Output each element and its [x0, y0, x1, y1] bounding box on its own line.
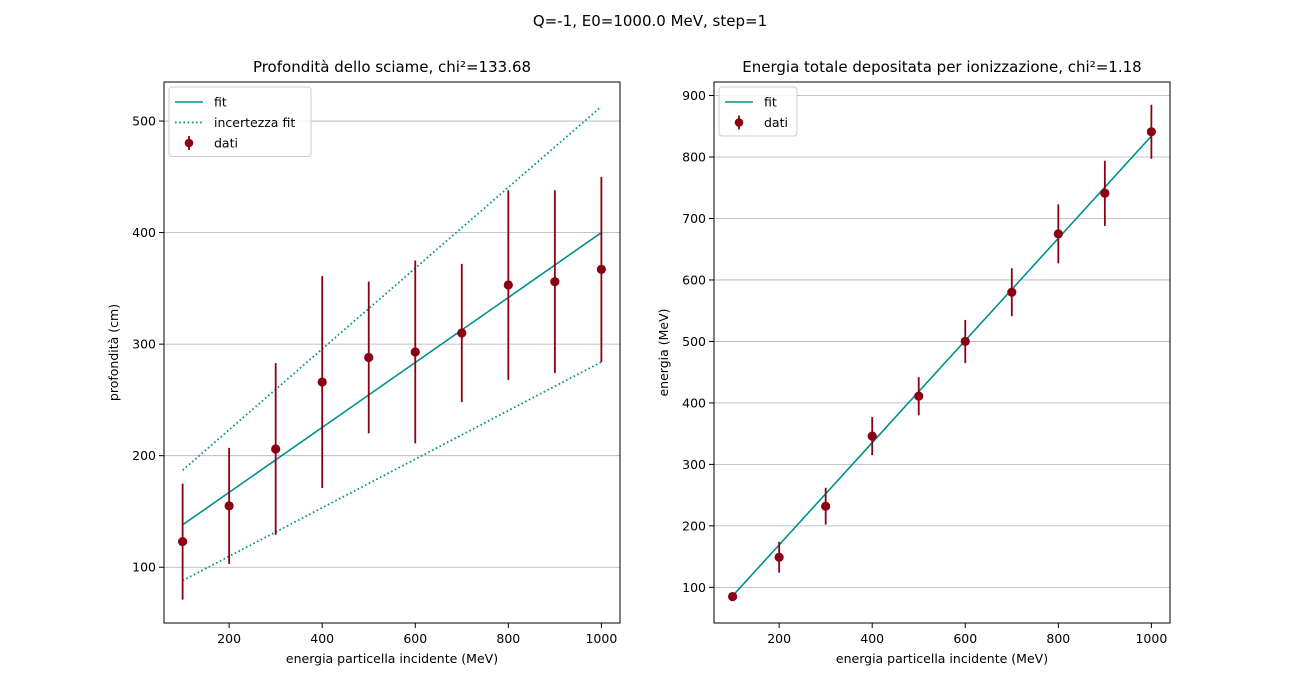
data-point	[1007, 287, 1017, 297]
fit-line	[182, 231, 602, 526]
y-tick-label: 100	[682, 580, 706, 595]
chart-ionization-energy: 200 400 600 800 1000 100 200 300 400 500 600 700 800…	[656, 58, 1171, 666]
y-tick-label: 500	[682, 334, 706, 349]
x-tick-label: 200	[217, 631, 241, 646]
y-tick-label: 900	[682, 88, 706, 103]
chart-shower-depth: 200 400 600 800 1000 100 200 300 400 500 Profondit…	[106, 58, 621, 666]
x-tick-label: 800	[496, 631, 520, 646]
y-axis-label: profondità (cm)	[106, 304, 121, 401]
y-tick-label: 700	[682, 211, 706, 226]
legend-label: dati	[764, 115, 788, 130]
legend-label: fit	[764, 95, 777, 110]
chart-title: Energia totale depositata per ionizzazio…	[742, 58, 1141, 76]
data-point	[596, 264, 606, 274]
y-tick-label: 400	[132, 225, 156, 240]
x-tick-label: 600	[953, 631, 977, 646]
data-point	[914, 391, 924, 401]
x-tick-label: 1000	[1135, 631, 1167, 646]
data-point	[960, 336, 970, 347]
axes-frame	[713, 81, 1171, 624]
x-tick-label: 600	[403, 631, 427, 646]
y-tick-label: 400	[682, 395, 706, 410]
legend-label: fit	[214, 95, 227, 110]
y-tick-label: 800	[682, 150, 706, 165]
axes-frame	[163, 81, 621, 624]
legend-marker-swatch	[184, 138, 194, 148]
data-point	[457, 328, 467, 338]
data-point	[271, 444, 281, 454]
data-point	[178, 536, 188, 547]
x-tick-label: 800	[1046, 631, 1070, 646]
x-axis-label: energia particella incidente (MeV)	[836, 651, 1048, 666]
data-point	[728, 591, 738, 602]
x-tick-label: 1000	[585, 631, 617, 646]
y-tick-label: 100	[132, 560, 156, 575]
data-point	[1146, 127, 1156, 137]
x-tick-label: 200	[767, 631, 791, 646]
x-tick-label: 400	[860, 631, 884, 646]
y-tick-label: 300	[132, 337, 156, 352]
legend-label: dati	[214, 136, 238, 151]
y-tick-label: 300	[682, 457, 706, 472]
data-point	[503, 280, 513, 290]
data-point	[317, 377, 327, 387]
y-tick-label: 500	[132, 114, 156, 129]
data-point	[821, 501, 831, 511]
chart-title: Profondità dello sciame, chi²=133.68	[253, 58, 531, 76]
y-tick-label: 200	[682, 518, 706, 533]
data-point	[410, 347, 420, 357]
data-point	[1053, 229, 1063, 239]
data-point	[224, 501, 234, 511]
data-point	[774, 552, 784, 562]
fit-uncertainty-line	[182, 361, 602, 582]
fit-line	[732, 135, 1152, 597]
x-tick-label: 400	[310, 631, 334, 646]
data-point	[550, 277, 560, 287]
y-axis-label: energia (MeV)	[656, 308, 671, 396]
legend-label: incertezza fit	[214, 115, 295, 130]
data-point	[1100, 188, 1110, 198]
y-tick-label: 600	[682, 272, 706, 287]
x-axis-label: energia particella incidente (MeV)	[286, 651, 498, 666]
fit-uncertainty-line	[182, 105, 602, 471]
legend-marker-swatch	[734, 118, 744, 127]
data-point	[867, 431, 877, 441]
figure-suptitle: Q=-1, E0=1000.0 MeV, step=1	[533, 12, 767, 30]
y-tick-label: 200	[132, 448, 156, 463]
data-point	[364, 352, 374, 363]
legend-box	[168, 86, 312, 157]
